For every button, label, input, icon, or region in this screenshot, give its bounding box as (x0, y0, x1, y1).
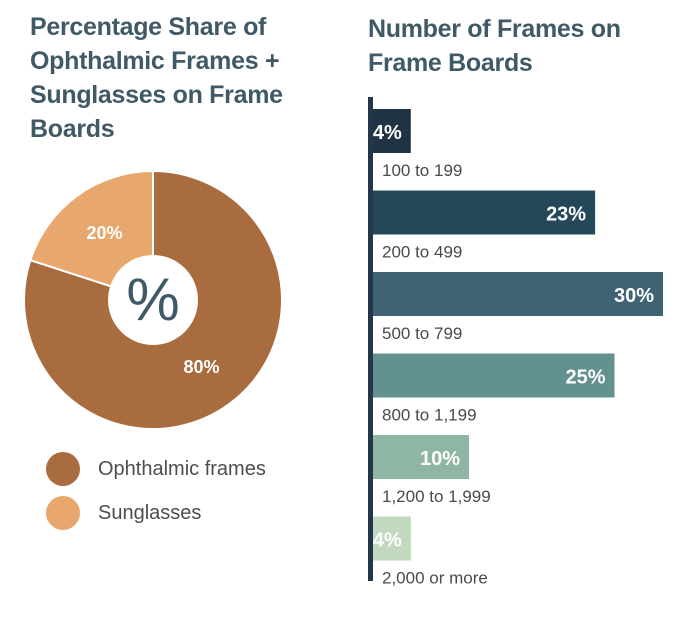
legend-label-sunglasses: Sunglasses (98, 501, 202, 524)
bar-category-label-2: 200 to 499 (382, 243, 462, 262)
legend-item-ophthalmic: Ophthalmic frames (46, 452, 266, 486)
bar-value-label-5: 10% (420, 448, 460, 470)
bar-6 (372, 516, 411, 561)
legend-item-sunglasses: Sunglasses (46, 496, 266, 530)
pie-center-circle (108, 255, 198, 345)
pie-legend: Ophthalmic frames Sunglasses (46, 452, 266, 540)
legend-swatch-ophthalmic (46, 452, 80, 486)
bar-axis-line (368, 97, 373, 581)
bar-category-label-6: 2,000 or more (382, 569, 488, 588)
bar-category-label-5: 1,200 to 1,999 (382, 487, 491, 506)
percent-symbol: % (126, 266, 179, 333)
bar-category-label-4: 800 to 1,199 (382, 406, 477, 425)
legend-label-ophthalmic: Ophthalmic frames (98, 457, 266, 480)
bar-2 (372, 190, 596, 235)
bar-category-label-1: 100 to 199 (382, 161, 462, 180)
bar-value-label-1: 4% (373, 122, 402, 144)
bar-value-label-6: 4% (373, 530, 402, 552)
legend-swatch-sunglasses (46, 496, 80, 530)
bar-value-label-3: 30% (614, 285, 654, 307)
pie-label-ophthalmic: 80% (184, 357, 220, 377)
pie-chart: 80% 20% % (23, 169, 283, 430)
bar-value-label-2: 23% (546, 204, 586, 226)
bar-chart-title: Number of Frames on Frame Boards (368, 15, 621, 77)
bar-3 (372, 272, 663, 316)
pie-chart-title: Percentage Share of Ophthalmic Frames + … (30, 13, 283, 143)
bar-value-label-4: 25% (565, 367, 605, 389)
bar-4 (372, 353, 615, 398)
pie-label-sunglasses: 20% (86, 223, 122, 243)
bar-category-label-3: 500 to 799 (382, 324, 462, 343)
bar-1 (372, 109, 411, 153)
bar-5 (372, 435, 469, 479)
bar-chart: 4% 100 to 199 23% 200 to 499 30% 500 to 799 25… (368, 97, 663, 588)
